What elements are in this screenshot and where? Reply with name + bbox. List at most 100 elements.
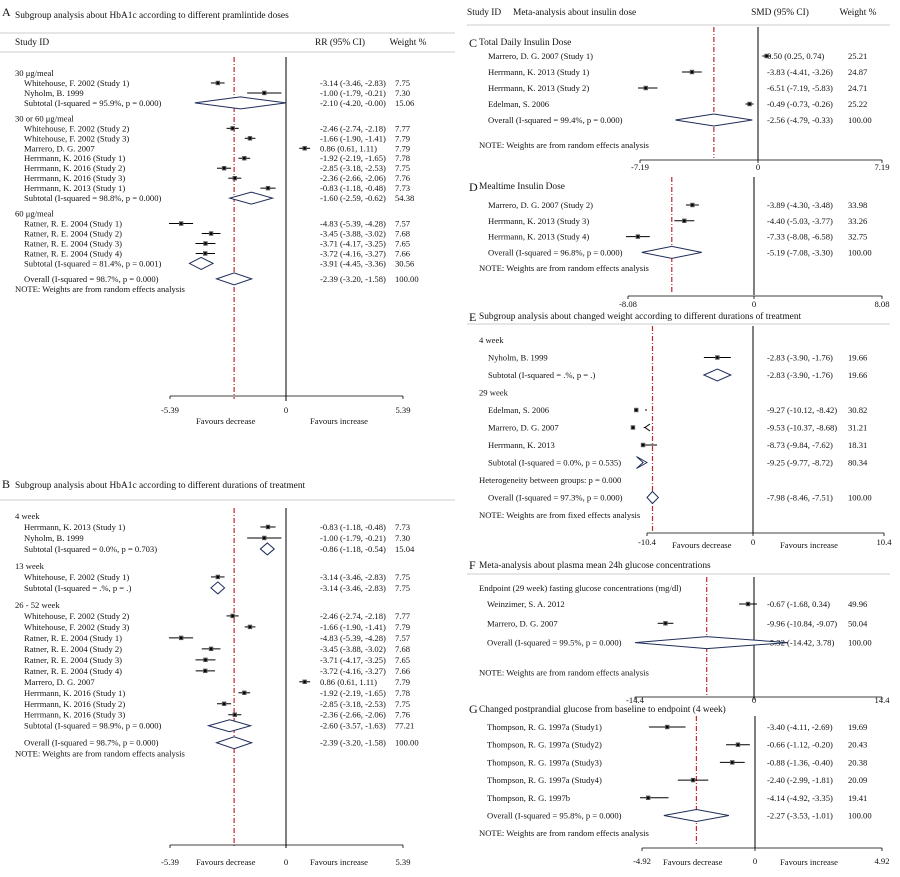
- study-label: Herrmann, K. 2013 (Study 3): [488, 216, 589, 226]
- effect-ci-text: -2.85 (-3.18, -2.53): [320, 163, 386, 173]
- summary-diamond: [214, 272, 254, 286]
- weight-text: 19.66: [848, 370, 868, 380]
- point-estimate-dot: [746, 602, 750, 606]
- effect-ci-text: -7.98 (-8.46, -7.51): [767, 493, 833, 503]
- note-text: NOTE: Weights are from fixed effects ana…: [479, 510, 641, 520]
- weight-text: 15.06: [395, 98, 415, 108]
- point-estimate-dot: [636, 235, 640, 238]
- panel-letter: D: [469, 180, 478, 194]
- point-estimate-dot: [682, 219, 686, 223]
- point-estimate-dot: [231, 614, 234, 618]
- effect-ci-text: 0.50 (0.25, 0.74): [767, 51, 824, 61]
- effect-ci-text: -9.27 (-10.12, -8.42): [767, 405, 837, 415]
- weight-text: 24.87: [848, 67, 868, 77]
- panel-a: A Subgroup analysis about HbA1c according…: [0, 5, 455, 426]
- subgroup-heading: 26 - 52 week: [15, 600, 60, 610]
- point-estimate-dot: [664, 622, 667, 625]
- effect-ci-text: -6.51 (-7.19, -5.83): [767, 83, 833, 93]
- note-text: NOTE: Weights are from random effects an…: [15, 284, 186, 294]
- effect-ci-text: 0.86 (0.61, 1.11): [320, 143, 377, 153]
- study-label: Ratner, R. E. 2004 (Study 2): [24, 644, 122, 654]
- study-label: Herrmann, K. 2016 (Study 1): [24, 688, 125, 698]
- panel-title: Changed postprandial glucose from baseli…: [479, 704, 726, 715]
- study-label: Ratner, R. E. 2004 (Study 3): [24, 238, 122, 248]
- point-estimate-dot: [233, 176, 237, 180]
- summary-label: Overall (I-squared = 99.4%, p = 0.000): [488, 115, 623, 125]
- effect-ci-text: -0.83 (-1.18, -0.48): [320, 183, 386, 193]
- point-estimate-dot: [179, 636, 183, 640]
- weight-text: 19.66: [848, 353, 868, 363]
- tick-label: -14.4: [626, 695, 645, 705]
- weight-text: 100.00: [848, 638, 872, 648]
- panel-letter: C: [469, 36, 477, 50]
- weight-text: 7.66: [395, 666, 411, 676]
- point-estimate-dot: [631, 426, 635, 429]
- point-estimate-dot: [204, 242, 207, 245]
- note-text: Heterogeneity between groups: p = 0.000: [479, 475, 621, 485]
- note-text: NOTE: Weights are from random effects an…: [479, 668, 650, 678]
- effect-ci-text: -3.72 (-4.16, -3.27): [320, 248, 386, 258]
- header-study: Study ID: [467, 8, 501, 18]
- effect-ci-text: -3.89 (-4.30, -3.48): [767, 200, 833, 210]
- summary-label: Subtotal (I-squared = 0.0%, p = 0.535): [488, 458, 621, 468]
- effect-ci-text: -4.83 (-5.39, -4.28): [320, 633, 386, 643]
- subgroup-heading: 60 μg/meal: [15, 209, 54, 219]
- tick-label: 0: [284, 405, 288, 415]
- study-label: Nyholm, B. 1999: [24, 88, 84, 98]
- weight-text: 7.78: [395, 688, 410, 698]
- effect-ci-text: -1.66 (-1.90, -1.41): [320, 622, 386, 632]
- study-label: Thompson, R. G. 1997a (Study1): [487, 722, 602, 732]
- point-estimate-dot: [204, 658, 207, 662]
- note-text: NOTE: Weights are from random effects an…: [479, 140, 650, 150]
- panel-e: E Subgroup analysis about changed weight …: [467, 310, 892, 550]
- effect-ci-text: -4.40 (-5.03, -3.77): [767, 216, 833, 226]
- effect-ci-text: -0.88 (-1.36, -0.40): [767, 757, 833, 767]
- weight-text: 20.38: [848, 757, 867, 767]
- subgroup-heading: 29 week: [479, 388, 509, 398]
- weight-text: 7.75: [395, 699, 410, 709]
- header-study: Study ID: [15, 38, 49, 48]
- effect-ci-text: -3.40 (-4.11, -2.69): [767, 722, 833, 732]
- tick-label: -10.4: [638, 537, 657, 547]
- effect-ci-text: -9.53 (-10.37, -8.68): [767, 423, 837, 433]
- effect-ci-text: -2.40 (-2.99, -1.81): [767, 775, 833, 785]
- study-label: Ratner, R. E. 2004 (Study 3): [24, 655, 122, 665]
- panel-title: Total Daily Insulin Dose: [479, 38, 571, 48]
- point-estimate-dot: [736, 743, 740, 746]
- point-estimate-dot: [248, 137, 252, 140]
- weight-text: 100.00: [848, 493, 872, 503]
- note-text: NOTE: Weights are from random effects an…: [479, 263, 650, 273]
- panel-title: Subgroup analysis about HbA1c according …: [15, 10, 289, 21]
- weight-text: 7.75: [395, 583, 410, 593]
- weight-text: 7.66: [395, 248, 411, 258]
- weight-text: 20.43: [848, 740, 867, 750]
- weight-text: 24.71: [848, 83, 867, 93]
- study-label: Whitehouse, F. 2002 (Study 2): [24, 611, 129, 621]
- subgroup-heading: 13 week: [15, 561, 45, 571]
- favours-increase-label: Favours increase: [780, 540, 838, 550]
- header-weight: Weight %: [390, 38, 427, 48]
- weight-text: 7.75: [395, 163, 410, 173]
- study-label: Herrmann, K. 2013: [488, 440, 555, 450]
- point-estimate-dot: [303, 680, 306, 684]
- weight-text: 77.21: [395, 721, 414, 731]
- weight-text: 7.75: [395, 572, 410, 582]
- panel-title: Subgroup analysis about HbA1c according …: [15, 480, 306, 491]
- weight-text: 7.57: [395, 219, 411, 229]
- effect-ci-text: -0.83 (-1.18, -0.48): [320, 522, 386, 532]
- effect-ci-text: -2.83 (-3.90, -1.76): [767, 353, 833, 363]
- effect-ci-text: -3.71 (-4.17, -3.25): [320, 238, 386, 248]
- summary-label: Subtotal (I-squared = 95.9%, p = 0.000): [24, 98, 162, 108]
- note-text: NOTE: Weights are from random effects an…: [15, 749, 186, 759]
- study-label: Herrmann, K. 2013 (Study 4): [488, 232, 589, 242]
- summary-diamond: [675, 113, 753, 127]
- tick-label: -8.08: [619, 299, 637, 309]
- weight-text: 7.65: [395, 655, 410, 665]
- weight-text: 7.77: [395, 123, 411, 133]
- weight-text: 7.76: [395, 173, 411, 183]
- point-estimate-dot: [203, 252, 207, 255]
- point-estimate-dot: [690, 70, 694, 74]
- weight-text: 7.79: [395, 677, 410, 687]
- weight-text: 7.73: [395, 183, 410, 193]
- favours-increase-label: Favours increase: [780, 857, 838, 867]
